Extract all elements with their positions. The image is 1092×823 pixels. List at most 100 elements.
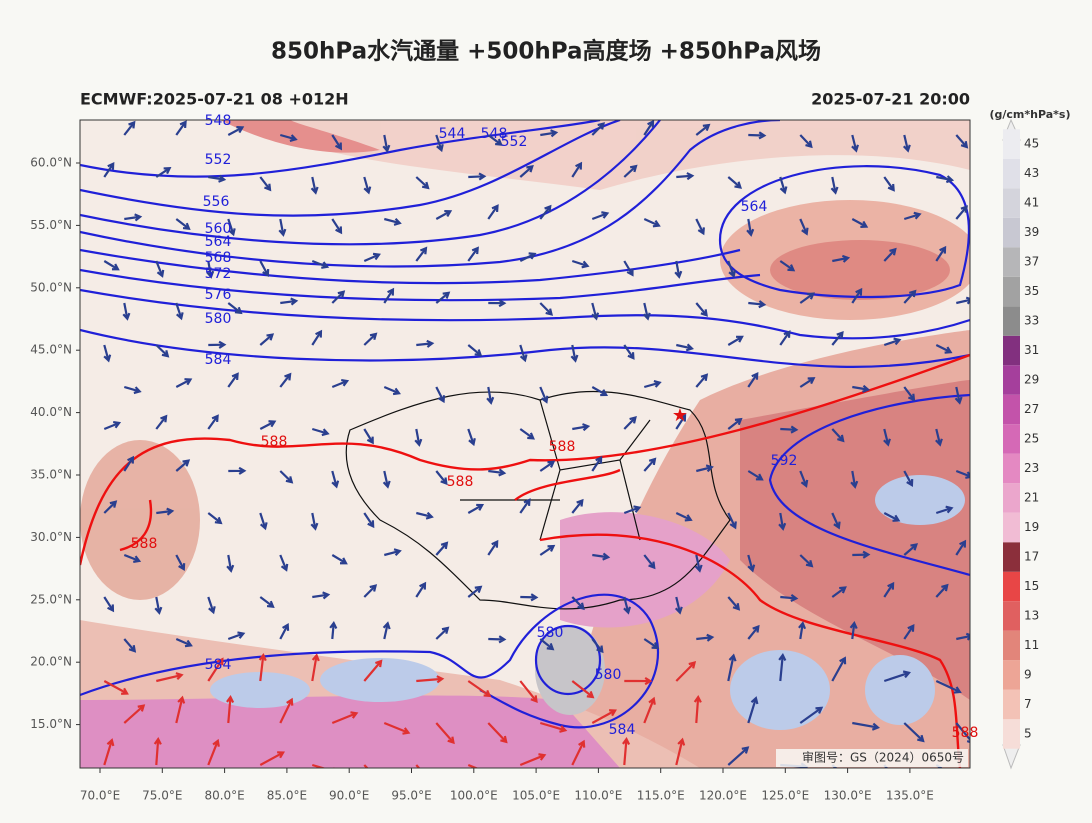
colorbar-box [1003, 188, 1020, 218]
lat-label: 50.0°N [30, 280, 72, 294]
lon-label: 105.0°E [512, 789, 560, 803]
height-contour-label: 556 [203, 194, 230, 210]
wind-arrow [747, 470, 764, 481]
wind-arrow [849, 621, 858, 640]
colorbar-label: 31 [1024, 343, 1039, 357]
wind-arrow [935, 583, 949, 598]
wind-arrow [831, 512, 841, 530]
colorbar-box [1003, 306, 1020, 336]
wind-arrow [331, 554, 348, 565]
colorbar-box [1003, 424, 1020, 454]
wind-arrow [591, 302, 600, 321]
colorbar-box [1003, 542, 1020, 572]
colorbar-box [1003, 689, 1020, 720]
wind-arrow [935, 245, 947, 262]
wind-arrow [695, 123, 711, 136]
lat-label: 45.0°N [30, 343, 72, 357]
wind-arrow [488, 635, 507, 644]
wind-arrow [311, 259, 330, 269]
colorbar-label: 43 [1024, 166, 1039, 180]
credit: 审图号：GS（2024）0650号 [802, 750, 964, 765]
wind-arrow [310, 512, 319, 531]
wind-arrow [311, 653, 320, 682]
wind-arrow [623, 596, 632, 615]
wind-arrow [279, 697, 294, 724]
wind-arrow [643, 696, 656, 724]
wind-arrow [571, 259, 590, 269]
wind-arrow [955, 539, 967, 556]
wind-arrow [175, 378, 193, 388]
wind-arrow [467, 246, 479, 262]
colorbar-label: 5 [1024, 727, 1032, 741]
height-contour-label: 560 [205, 221, 232, 237]
wind-arrow [279, 622, 290, 640]
wind-arrow [487, 204, 499, 220]
wind-arrow [206, 260, 215, 279]
height-contour-label: 568 [205, 250, 232, 266]
wind-arrow [435, 541, 449, 556]
colorbar-label: 41 [1024, 196, 1039, 210]
wind-arrow [955, 205, 968, 220]
height-contour-label: 584 [205, 657, 232, 673]
colorbar-box [1003, 217, 1020, 248]
wind-arrow [591, 455, 603, 472]
wind-arrow [175, 218, 191, 231]
lon-label: 90.0°E [329, 789, 369, 803]
wind-arrow [383, 721, 411, 735]
wind-arrow [539, 460, 556, 472]
wind-arrow [259, 751, 286, 766]
wind-arrow [279, 372, 292, 388]
wind-arrow [935, 764, 944, 768]
wind-arrow [832, 254, 851, 263]
wind-arrow [382, 134, 391, 153]
title: 850hPa水汽通量 +500hPa高度场 +850hPa风场 [271, 38, 821, 65]
wind-arrow [571, 498, 584, 514]
wind-arrow [155, 344, 170, 358]
wind-arrow [539, 638, 555, 651]
wind-arrow [747, 624, 760, 640]
wind-arrow [643, 638, 660, 650]
wind-arrow [676, 343, 694, 352]
wind-arrow [363, 512, 375, 529]
wind-arrow [155, 260, 165, 278]
wind-arrow [208, 174, 227, 183]
wind-arrow [571, 161, 583, 178]
wind-arrow [850, 470, 859, 489]
wind-arrow [415, 246, 428, 262]
wind-arrow [779, 176, 788, 195]
wind-arrow [935, 344, 953, 354]
colorbar-label: 21 [1024, 491, 1039, 505]
credit-box [776, 749, 968, 767]
wind-arrow [903, 543, 919, 556]
wind-arrow [727, 335, 744, 346]
colorbar-box [1003, 129, 1020, 159]
wind-arrow [675, 413, 687, 430]
colorbar-unit: (g/cm*hPa*s) [989, 108, 1070, 121]
wind-arrow [778, 512, 787, 531]
wind-arrow [727, 596, 741, 611]
wind-arrow [259, 333, 275, 346]
wind-arrow [591, 386, 609, 397]
wind-arrow [519, 498, 531, 514]
wind-arrow [103, 500, 118, 514]
wind-arrow [382, 470, 391, 489]
height-contours [80, 120, 970, 729]
wind-arrow [696, 633, 715, 642]
wind-arrow [955, 722, 970, 744]
height-contour-label: 544 [439, 126, 466, 142]
wind-arrow [799, 706, 824, 724]
wind-arrow [329, 620, 338, 640]
wind-arrow [570, 344, 579, 363]
wind-arrow [467, 763, 479, 768]
wind-arrow [435, 722, 455, 745]
wind-arrow [831, 586, 847, 598]
wind-arrow [175, 120, 187, 136]
wind-arrow [799, 470, 809, 488]
wind-arrow [591, 211, 610, 221]
wind-arrow [779, 260, 796, 272]
lon-label: 100.0°E [450, 789, 498, 803]
lon-label: 125.0°E [761, 789, 809, 803]
wind-arrow [156, 672, 184, 683]
wind-arrow [623, 505, 642, 515]
